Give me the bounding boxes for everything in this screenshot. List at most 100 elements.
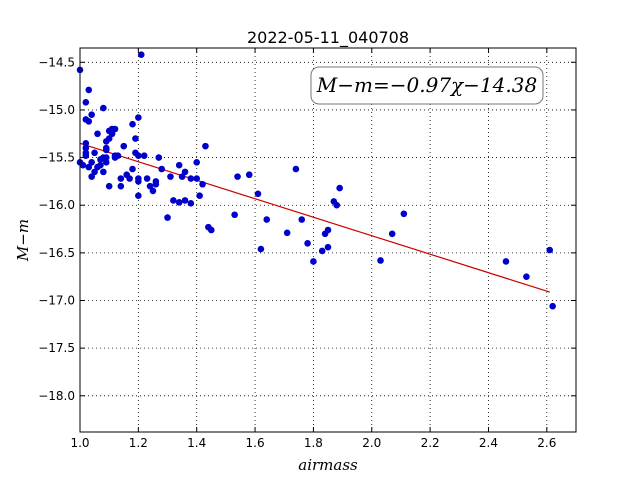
x-axis-label: airmass <box>298 456 358 474</box>
data-point <box>234 173 241 180</box>
data-point <box>283 229 291 237</box>
data-point <box>333 201 341 209</box>
x-tick-label: 1.8 <box>304 436 323 450</box>
x-tick-label: 1.0 <box>70 436 89 450</box>
data-point <box>88 159 95 166</box>
data-point <box>187 175 195 182</box>
x-tick-label: 2.0 <box>362 436 381 450</box>
data-point <box>140 152 148 159</box>
annotation-text: M−m=−0.97χ−14.38 <box>316 73 537 97</box>
data-point <box>82 99 90 106</box>
data-point <box>91 149 98 157</box>
plot-frame <box>79 47 577 433</box>
y-tick-labels: −14.5 −15.0 −15.5 −16.0 −16.5 −17.0 −17.5 −18.0 <box>38 55 75 402</box>
y-tick-label: −17.5 <box>38 341 75 355</box>
data-point <box>181 197 189 204</box>
y-tick-label: −15.0 <box>38 103 75 117</box>
data-point <box>193 175 201 182</box>
data-point <box>167 173 174 180</box>
data-point <box>377 257 384 264</box>
data-point <box>149 187 157 195</box>
data-point <box>132 135 139 142</box>
data-point <box>175 199 183 206</box>
data-point <box>546 246 554 254</box>
data-point <box>158 165 165 173</box>
data-point <box>100 104 107 112</box>
data-point <box>254 190 262 198</box>
data-point <box>549 302 556 310</box>
data-point <box>137 51 145 58</box>
data-point <box>126 175 133 182</box>
y-tick-label: −15.5 <box>38 151 75 165</box>
y-tick-label: −14.5 <box>38 55 75 69</box>
data-point <box>85 163 93 171</box>
data-point <box>187 200 195 207</box>
fit-equation-annotation: M−m=−0.97χ−14.38 <box>310 66 544 105</box>
x-tick-label: 2.2 <box>421 436 440 450</box>
data-point <box>82 144 90 152</box>
x-tick-label: 1.2 <box>129 436 148 450</box>
plot-area-background <box>80 48 576 432</box>
data-point <box>102 146 110 154</box>
data-point <box>196 192 203 199</box>
data-point <box>102 159 110 166</box>
data-point <box>135 192 142 199</box>
data-point <box>523 273 530 280</box>
data-point <box>135 152 142 159</box>
data-points <box>76 51 556 310</box>
data-point <box>318 247 326 255</box>
data-point <box>175 161 183 169</box>
fit-line-group <box>79 142 550 293</box>
chart-title: 2022-05-11_040708 <box>247 28 409 48</box>
data-point <box>324 243 332 251</box>
data-point <box>152 180 160 188</box>
data-point <box>199 180 206 188</box>
data-point <box>135 178 142 185</box>
axis-ticks <box>79 48 576 432</box>
data-point <box>97 161 104 169</box>
y-axis-label: M−m <box>14 219 32 262</box>
data-point <box>298 216 306 223</box>
x-tick-label: 2.4 <box>479 436 498 450</box>
data-point <box>245 171 253 179</box>
data-point <box>146 182 154 190</box>
data-point <box>202 142 209 150</box>
data-point <box>111 125 119 133</box>
data-point <box>85 118 93 125</box>
data-point <box>88 111 95 118</box>
data-point <box>181 168 189 176</box>
x-tick-labels: 1.0 1.2 1.4 1.6 1.8 2.0 2.2 2.4 2.6 <box>70 436 556 450</box>
data-point <box>79 161 87 169</box>
data-point <box>207 226 215 234</box>
data-point <box>400 210 408 218</box>
data-point <box>310 258 317 265</box>
data-point <box>135 114 142 121</box>
data-point <box>120 142 128 150</box>
data-point <box>108 130 116 138</box>
y-tick-label: −16.0 <box>38 198 75 212</box>
data-point <box>114 152 122 159</box>
data-point <box>155 154 163 161</box>
data-point <box>82 139 90 147</box>
data-point <box>105 182 113 190</box>
x-tick-label: 1.6 <box>246 436 265 450</box>
grid-lines <box>79 48 576 432</box>
data-point <box>388 230 396 238</box>
data-point <box>88 173 95 180</box>
annotation-box <box>310 66 544 105</box>
data-point <box>94 130 101 138</box>
data-point <box>231 211 238 219</box>
data-point <box>91 168 98 176</box>
data-point <box>117 175 125 182</box>
data-point <box>257 245 265 253</box>
y-tick-label: −16.5 <box>38 246 75 260</box>
data-point <box>304 240 311 247</box>
data-point <box>263 216 271 223</box>
y-tick-label: −17.0 <box>38 294 75 308</box>
data-point <box>164 214 171 221</box>
data-point <box>102 154 110 161</box>
y-tick-label: −18.0 <box>38 389 75 403</box>
data-point <box>324 226 332 234</box>
data-point <box>292 165 300 173</box>
data-point <box>129 120 136 128</box>
